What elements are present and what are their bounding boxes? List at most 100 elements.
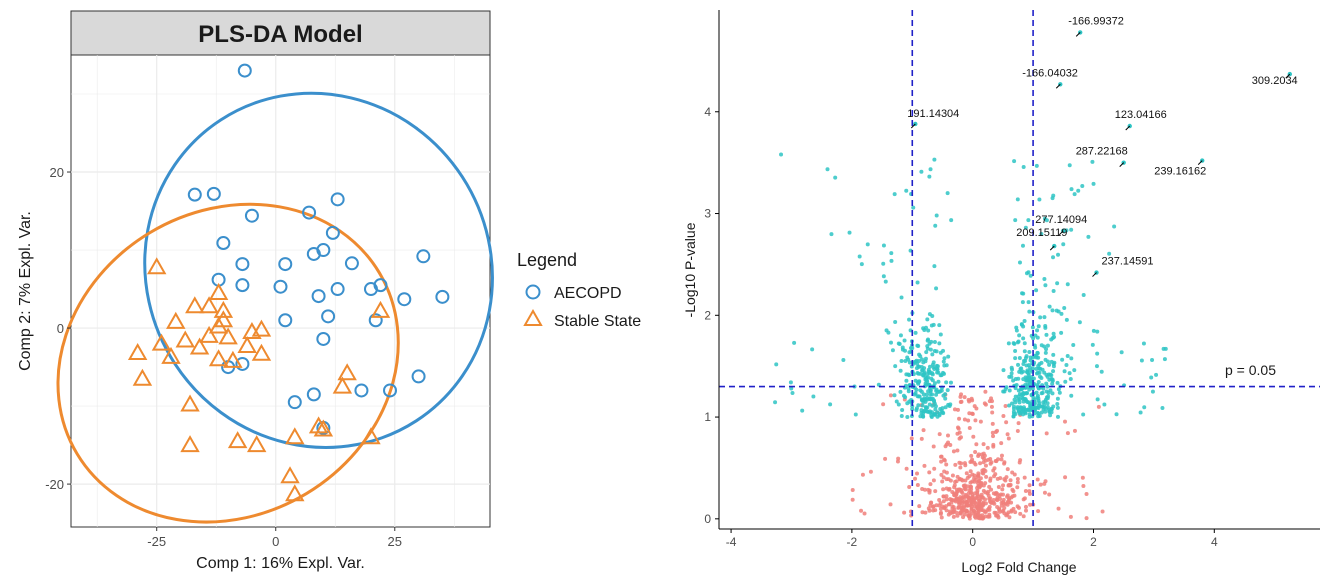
significant-point xyxy=(1138,410,1143,415)
significant-point xyxy=(930,378,935,383)
significant-point xyxy=(1037,374,1042,379)
nonsignificant-point xyxy=(1023,489,1028,494)
significant-point xyxy=(904,188,909,193)
plsda-title: PLS-DA Model xyxy=(198,21,362,48)
significant-point xyxy=(1023,375,1028,380)
x-tick-label: 0 xyxy=(969,535,976,549)
significant-point xyxy=(881,261,886,266)
stable-state-point xyxy=(251,343,272,361)
nonsignificant-point xyxy=(970,479,975,484)
significant-point xyxy=(1039,410,1044,415)
significant-point xyxy=(922,409,927,414)
stable-state-point xyxy=(208,349,229,367)
significant-point xyxy=(881,274,886,279)
stable-state-point xyxy=(166,311,186,329)
label-leader-line xyxy=(1092,272,1097,277)
significant-point xyxy=(1048,413,1053,418)
plsda-y-axis-label: Comp 2: 7% Expl. Var. xyxy=(17,211,34,371)
nonsignificant-point xyxy=(1068,514,1073,519)
significant-point xyxy=(1064,317,1069,322)
significant-point xyxy=(1036,414,1041,419)
nonsignificant-point xyxy=(931,478,936,483)
nonsignificant-point xyxy=(989,404,994,409)
nonsignificant-point xyxy=(957,460,962,465)
significant-point xyxy=(1050,377,1055,382)
y-tick-label: 3 xyxy=(704,207,711,221)
nonsignificant-point xyxy=(970,472,975,477)
nonsignificant-point xyxy=(993,430,998,435)
significant-point xyxy=(914,366,919,371)
nonsignificant-point xyxy=(981,467,986,472)
significant-point xyxy=(906,372,911,377)
significant-point xyxy=(912,392,917,397)
significant-point xyxy=(1077,320,1082,325)
significant-point xyxy=(1019,322,1024,327)
significant-point xyxy=(923,325,928,330)
significant-point xyxy=(920,403,925,408)
nonsignificant-point xyxy=(955,513,960,518)
significant-point xyxy=(1067,163,1072,168)
nonsignificant-point xyxy=(881,402,886,407)
nonsignificant-point xyxy=(978,476,983,481)
plsda-y-ticks: -20 0 20 xyxy=(45,165,71,492)
significant-point xyxy=(1039,360,1044,365)
significant-point xyxy=(926,328,931,333)
significant-point xyxy=(1059,330,1064,335)
significant-point xyxy=(941,393,946,398)
significant-point xyxy=(1009,365,1014,370)
significant-point xyxy=(1045,359,1050,364)
nonsignificant-point xyxy=(970,457,975,462)
nonsignificant-point xyxy=(964,471,969,476)
significant-point xyxy=(841,358,846,363)
significant-point xyxy=(1051,193,1056,198)
significant-point xyxy=(1035,393,1040,398)
significant-point xyxy=(1049,337,1054,342)
nonsignificant-point xyxy=(999,457,1004,462)
significant-point xyxy=(1045,343,1050,348)
significant-point xyxy=(811,394,816,399)
significant-point xyxy=(859,262,864,267)
significant-point xyxy=(779,152,784,157)
nonsignificant-point xyxy=(951,449,956,454)
nonsignificant-point xyxy=(954,496,959,501)
significant-point xyxy=(942,356,947,361)
stable-state-point xyxy=(251,319,272,337)
significant-point xyxy=(1034,366,1039,371)
significant-point xyxy=(833,175,838,180)
nonsignificant-point xyxy=(904,466,909,471)
nonsignificant-point xyxy=(929,500,934,505)
nonsignificant-point xyxy=(962,461,967,466)
nonsignificant-point xyxy=(952,407,957,412)
stable-state-point xyxy=(223,350,243,368)
volcano-threshold-label: p = 0.05 xyxy=(1225,362,1276,378)
nonsignificant-point xyxy=(860,472,865,477)
nonsignificant-point xyxy=(962,395,967,400)
nonsignificant-point xyxy=(1065,431,1070,436)
nonsignificant-point xyxy=(933,489,938,494)
nonsignificant-point xyxy=(1002,461,1007,466)
nonsignificant-point xyxy=(1015,477,1020,482)
significant-point xyxy=(1044,389,1049,394)
nonsignificant-point xyxy=(1063,475,1068,480)
significant-point xyxy=(1011,409,1016,414)
nonsignificant-point xyxy=(909,436,914,441)
nonsignificant-point xyxy=(1042,490,1047,495)
significant-point xyxy=(1013,218,1018,223)
significant-point xyxy=(792,340,797,345)
significant-point xyxy=(1034,288,1039,293)
significant-point xyxy=(1107,251,1112,256)
nonsignificant-point xyxy=(896,456,901,461)
nonsignificant-point xyxy=(976,507,981,512)
significant-point xyxy=(773,400,778,405)
significant-point xyxy=(894,399,899,404)
nonsignificant-point xyxy=(946,502,951,507)
significant-point xyxy=(910,407,915,412)
point-label: -166.99372 xyxy=(1068,15,1124,27)
significant-point xyxy=(1064,362,1069,367)
significant-point xyxy=(1056,252,1061,257)
nonsignificant-point xyxy=(1003,478,1008,483)
significant-point xyxy=(948,402,953,407)
legend-stable-key-icon xyxy=(523,308,543,326)
nonsignificant-point xyxy=(940,479,945,484)
plsda-points xyxy=(127,63,450,502)
